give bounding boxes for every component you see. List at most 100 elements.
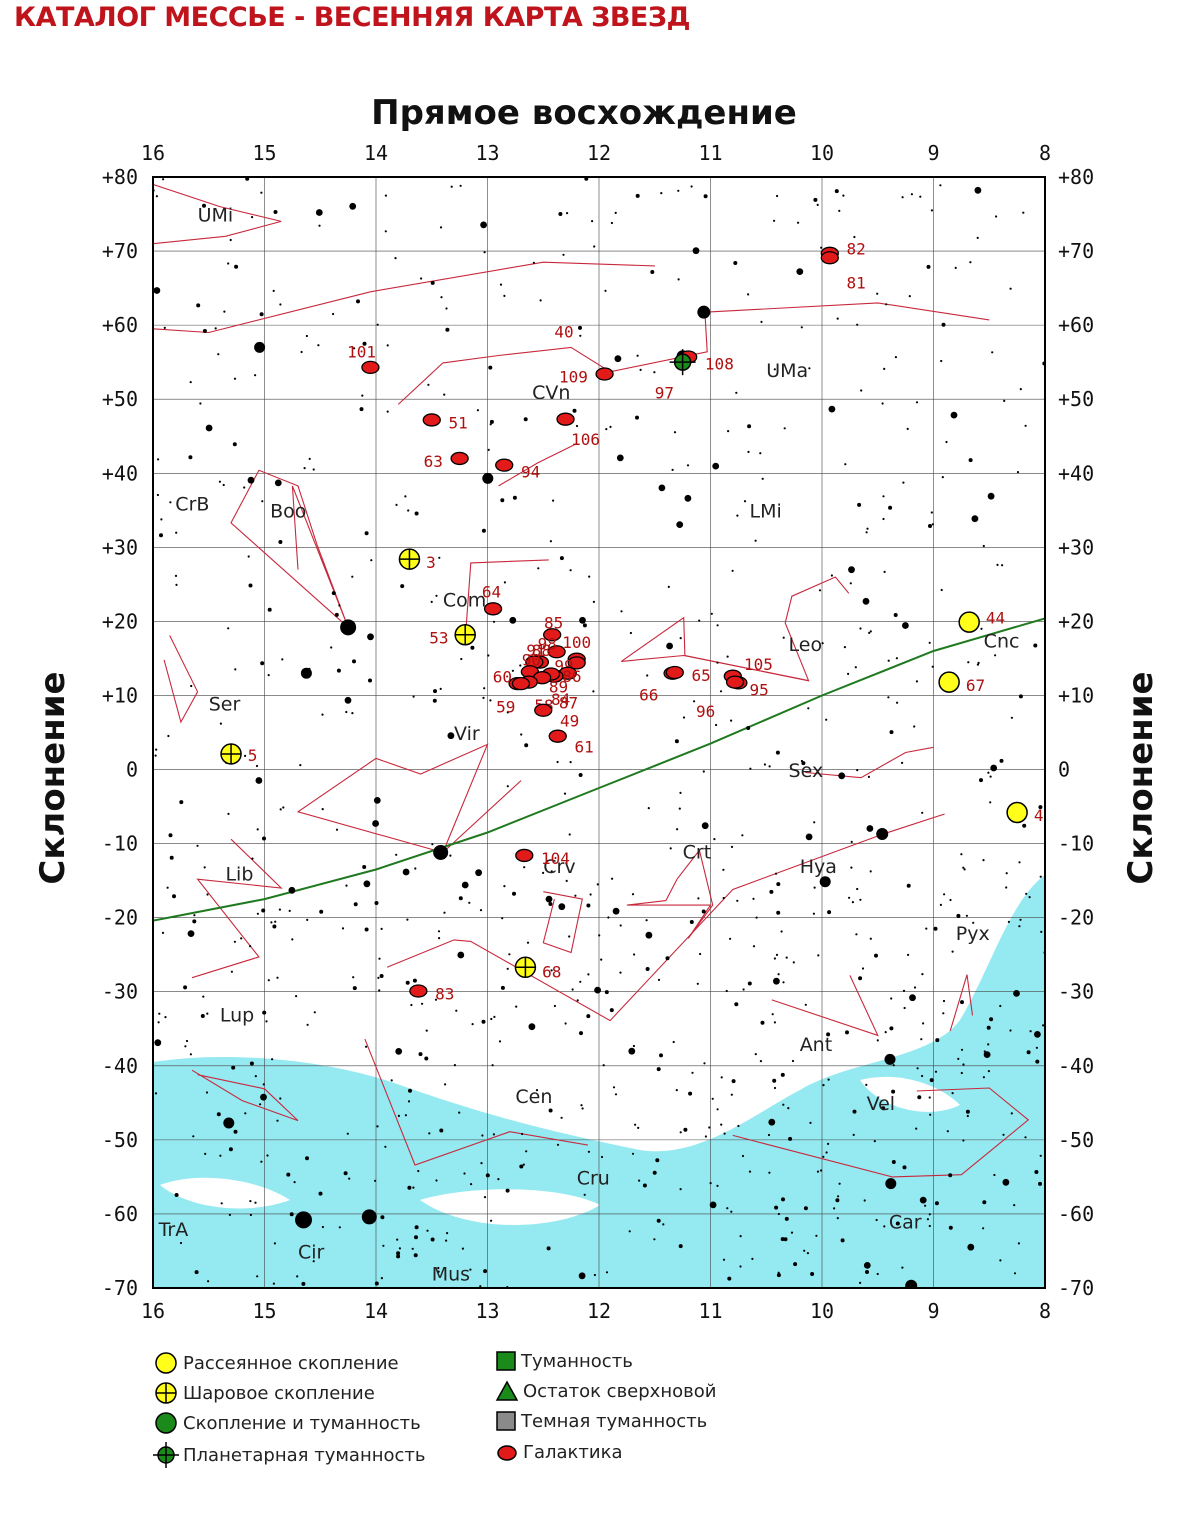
star <box>248 583 253 588</box>
star <box>276 976 279 979</box>
star <box>506 785 509 788</box>
star <box>768 765 771 768</box>
star <box>579 1031 583 1036</box>
messier-object[interactable]: 86 <box>558 666 581 686</box>
star <box>974 186 982 194</box>
star <box>233 1129 238 1134</box>
star <box>676 828 679 831</box>
star <box>407 1185 412 1190</box>
star <box>889 1026 894 1031</box>
star <box>218 480 221 483</box>
galaxy-icon <box>483 602 503 616</box>
messier-object[interactable]: 106 <box>556 412 600 449</box>
messier-label: 97 <box>655 383 674 402</box>
star <box>825 1151 828 1154</box>
messier-object[interactable]: 96 <box>696 675 745 721</box>
messier-object[interactable]: 63 <box>424 451 469 471</box>
star <box>232 442 237 447</box>
star <box>894 356 898 359</box>
messier-object[interactable]: 101 <box>347 343 380 375</box>
ra-tick-top: 16 <box>141 141 165 165</box>
messier-object[interactable]: 104 <box>515 848 570 868</box>
ra-tick-bottom: 10 <box>810 1299 834 1323</box>
star <box>780 930 783 933</box>
messier-object[interactable]: 40 <box>554 323 573 342</box>
star <box>763 763 767 766</box>
star <box>849 582 852 585</box>
messier-object[interactable]: 94 <box>495 458 540 482</box>
star <box>368 678 372 683</box>
star <box>404 1114 407 1117</box>
star <box>995 215 998 218</box>
star <box>913 986 917 989</box>
star <box>483 1196 487 1199</box>
star <box>813 821 816 824</box>
star <box>716 624 719 627</box>
star <box>395 1048 403 1055</box>
star <box>777 973 780 976</box>
constellation-label: Leo <box>789 634 823 656</box>
messier-object[interactable]: 68 <box>514 956 561 981</box>
messier-object[interactable]: 85 <box>543 614 564 642</box>
star <box>155 195 158 198</box>
star <box>539 299 542 302</box>
messier-object[interactable]: 67 <box>938 671 985 695</box>
star <box>499 283 503 286</box>
star <box>867 775 871 779</box>
messier-object[interactable]: 51 <box>422 413 468 433</box>
star <box>545 895 553 903</box>
star <box>528 1023 536 1031</box>
messier-object[interactable]: 61 <box>548 729 594 756</box>
star <box>676 521 684 528</box>
star <box>856 887 859 891</box>
star <box>564 1022 567 1025</box>
star <box>743 500 747 503</box>
star <box>458 896 463 901</box>
star <box>835 1198 840 1203</box>
star <box>819 876 831 888</box>
star <box>915 401 919 404</box>
messier-object[interactable]: 3 <box>398 548 436 572</box>
messier-object[interactable]: 97 <box>655 349 696 402</box>
messier-object[interactable]: 64 <box>482 583 503 616</box>
star <box>558 212 563 216</box>
star <box>730 845 734 849</box>
messier-object[interactable]: 100 <box>547 633 591 659</box>
messier-object[interactable]: 109 <box>559 367 614 387</box>
constellation-label: Cnc <box>984 630 1020 652</box>
star <box>850 840 853 844</box>
star <box>628 1047 636 1055</box>
legend-planetary-nebula: Планетарная туманность <box>153 1440 426 1470</box>
messier-object[interactable]: 5 <box>220 743 257 765</box>
star <box>587 1150 591 1153</box>
messier-label: 48 <box>1034 806 1053 825</box>
legend-label: Рассеянное скопление <box>183 1352 399 1374</box>
star <box>790 1231 794 1234</box>
star <box>305 334 308 338</box>
messier-object[interactable]: 53 <box>429 623 476 648</box>
star <box>600 958 603 961</box>
star <box>587 973 590 976</box>
star <box>372 820 379 827</box>
star <box>488 365 493 370</box>
star <box>352 659 356 664</box>
messier-object[interactable]: 65 <box>665 665 711 685</box>
star <box>274 920 277 923</box>
messier-label: 88 <box>532 641 551 660</box>
messier-object[interactable]: 49 <box>534 703 579 730</box>
star <box>345 710 348 714</box>
messier-object[interactable]: 44 <box>958 608 1005 633</box>
messier-object[interactable]: 59 <box>496 676 531 717</box>
star <box>553 1004 557 1008</box>
star <box>800 326 803 329</box>
messier-object[interactable]: 48 <box>1006 801 1053 825</box>
star <box>256 912 259 915</box>
messier-label: 85 <box>544 614 563 633</box>
messier-object[interactable]: 83 <box>409 984 454 1004</box>
messier-object[interactable]: 87 <box>532 671 578 713</box>
star <box>747 450 750 453</box>
star <box>604 990 609 995</box>
messier-object[interactable]: 81 <box>820 251 866 293</box>
star <box>343 1171 348 1176</box>
star <box>1029 1030 1032 1033</box>
